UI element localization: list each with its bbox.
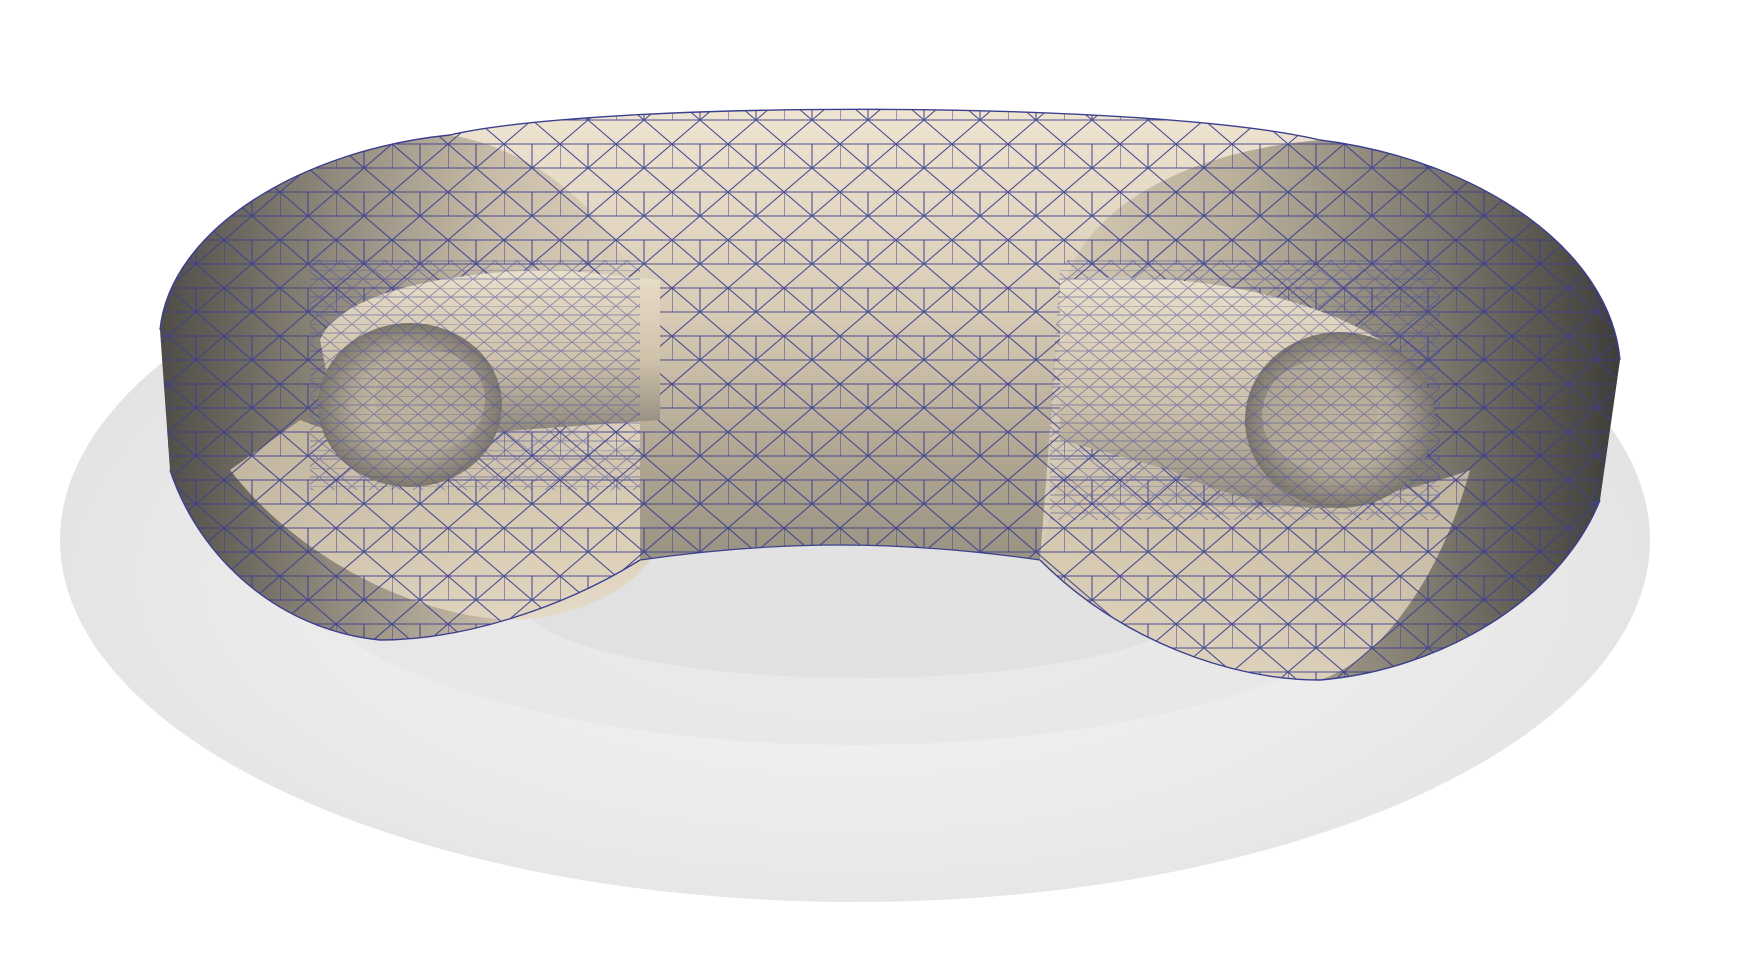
inner-right-tube bbox=[1050, 260, 1440, 520]
inner-left-tube bbox=[310, 260, 660, 490]
mesh-outline bbox=[159, 108, 1621, 681]
